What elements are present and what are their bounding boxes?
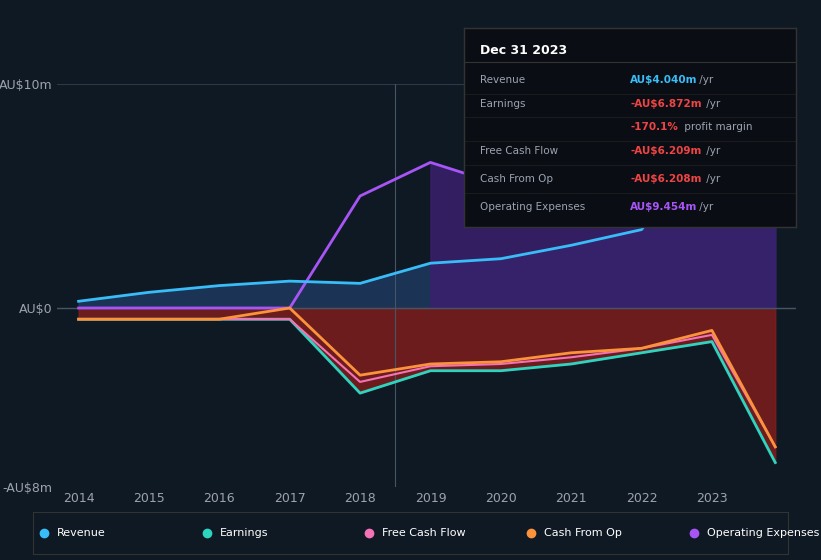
Text: -AU$6.209m: -AU$6.209m [631,146,701,156]
Text: /yr: /yr [704,146,721,156]
Text: /yr: /yr [704,174,721,184]
Text: AU$9.454m: AU$9.454m [631,202,698,212]
Text: /yr: /yr [696,202,713,212]
Text: Dec 31 2023: Dec 31 2023 [480,44,567,57]
Text: /yr: /yr [704,99,721,109]
Text: Revenue: Revenue [480,74,525,85]
Text: Free Cash Flow: Free Cash Flow [480,146,558,156]
Text: Revenue: Revenue [57,529,106,538]
Text: -AU$6.872m: -AU$6.872m [631,99,702,109]
Text: AU$4.040m: AU$4.040m [631,74,698,85]
Text: Cash From Op: Cash From Op [544,529,622,538]
Text: /yr: /yr [696,74,713,85]
Text: Cash From Op: Cash From Op [480,174,553,184]
Text: -170.1%: -170.1% [631,123,678,132]
Text: profit margin: profit margin [681,123,753,132]
Text: Earnings: Earnings [480,99,526,109]
Text: -AU$6.208m: -AU$6.208m [631,174,702,184]
Text: Free Cash Flow: Free Cash Flow [382,529,466,538]
Text: Operating Expenses: Operating Expenses [480,202,585,212]
Text: Earnings: Earnings [219,529,268,538]
Text: Operating Expenses: Operating Expenses [707,529,819,538]
